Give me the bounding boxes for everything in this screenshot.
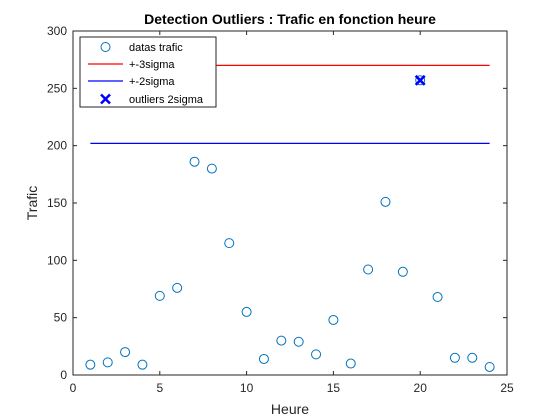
data-point — [484, 361, 495, 372]
data-point — [345, 358, 356, 369]
data-point — [206, 163, 217, 174]
y-tick-label: 250 — [47, 81, 67, 95]
data-point — [328, 314, 339, 325]
x-tick-label: 20 — [414, 381, 428, 395]
data-point — [154, 290, 165, 301]
data-point — [102, 357, 113, 368]
x-tick-label: 5 — [156, 381, 163, 395]
x-tick-label: 0 — [70, 381, 77, 395]
data-point — [258, 353, 269, 364]
x-tick-label: 25 — [500, 381, 514, 395]
data-point — [224, 238, 235, 249]
y-tick-label: 0 — [60, 368, 67, 382]
legend-label: outliers 2sigma — [129, 94, 204, 106]
data-point — [293, 336, 304, 347]
data-point — [276, 335, 287, 346]
x-tick-label: 10 — [240, 381, 254, 395]
y-tick-label: 50 — [54, 311, 68, 325]
data-point — [311, 349, 322, 360]
x-tick-label: 15 — [327, 381, 341, 395]
data-point — [241, 306, 252, 317]
data-point — [85, 359, 96, 370]
legend-label: +-2sigma — [129, 76, 175, 88]
y-axis-title: Trafic — [24, 186, 40, 220]
data-point — [397, 266, 408, 277]
data-point — [120, 347, 131, 358]
legend: datas trafic +-3sigma +-2sigma outliers 2si… — [79, 36, 217, 108]
outlier-cross-stroke — [100, 93, 111, 105]
legend-label: +-3sigma — [129, 59, 175, 71]
x-axis-title: Heure — [271, 401, 309, 417]
data-point — [415, 75, 426, 86]
y-tick-label: 150 — [47, 196, 67, 210]
data-point — [172, 282, 183, 293]
y-tick-label: 200 — [47, 139, 67, 153]
legend-swatch-cross — [100, 93, 111, 105]
data-point — [380, 196, 391, 207]
y-tick-label: 100 — [47, 253, 67, 267]
data-point — [449, 352, 460, 363]
y-tick-label: 300 — [47, 24, 67, 38]
data-point — [432, 292, 443, 303]
data-point — [137, 359, 148, 370]
data-point — [363, 264, 374, 275]
chart-title: Detection Outliers : Trafic en fonction … — [144, 11, 436, 27]
legend-label: datas trafic — [129, 42, 183, 54]
data-point — [189, 156, 200, 167]
data-point — [467, 352, 478, 363]
plot-frame — [72, 30, 508, 376]
outlier-point — [414, 74, 426, 86]
outlier-cross-stroke — [414, 74, 426, 86]
legend-swatch-circle — [100, 42, 111, 52]
